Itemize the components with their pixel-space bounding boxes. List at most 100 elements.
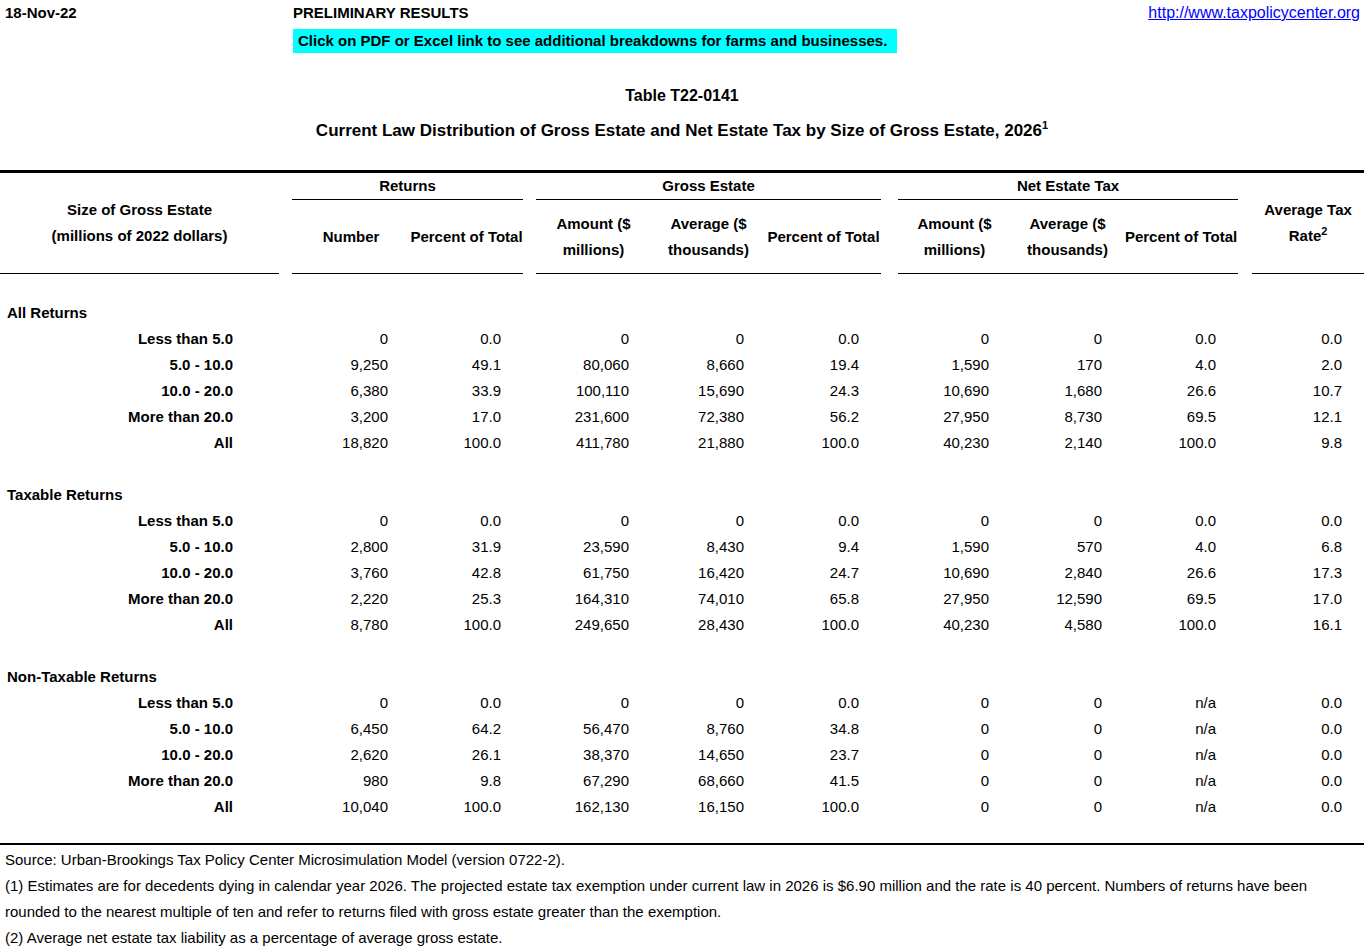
value-cell: 1,590: [898, 352, 1011, 378]
value-cell: 231,600: [536, 404, 651, 430]
column-gap: [1238, 534, 1252, 560]
value-cell: 0.0: [1252, 690, 1364, 716]
value-cell: 0: [536, 508, 651, 534]
column-gap: [279, 560, 292, 586]
column-gap: [1238, 612, 1252, 638]
section-label: Non-Taxable Returns: [0, 664, 1364, 690]
table-row: 5.0 - 10.09,25049.180,0608,66019.41,5901…: [0, 352, 1364, 378]
value-cell: 74,010: [651, 586, 766, 612]
column-gap: [279, 378, 292, 404]
row-stub: More than 20.0: [0, 768, 279, 794]
table-row: All10,040100.0162,13016,150100.000n/a0.0: [0, 794, 1364, 820]
column-gap: [881, 404, 898, 430]
value-cell: 34.8: [766, 716, 881, 742]
value-cell: 4.0: [1124, 534, 1238, 560]
value-cell: 40,230: [898, 612, 1011, 638]
value-cell: 100.0: [410, 430, 523, 456]
value-cell: 0.0: [410, 690, 523, 716]
col-header-number: Number: [292, 200, 410, 274]
column-gap: [279, 794, 292, 820]
column-gap: [523, 508, 536, 534]
table-number-title: Table T22-0141: [0, 86, 1364, 105]
value-cell: 69.5: [1124, 586, 1238, 612]
column-gap: [523, 326, 536, 352]
value-cell: 2,220: [292, 586, 410, 612]
column-gap: [523, 404, 536, 430]
column-gap: [881, 508, 898, 534]
group-header-returns: Returns: [292, 173, 523, 200]
column-gap: [881, 742, 898, 768]
value-cell: 23.7: [766, 742, 881, 768]
spacer-row: [0, 274, 1364, 300]
value-cell: 16,420: [651, 560, 766, 586]
value-cell: 38,370: [536, 742, 651, 768]
column-gap: [881, 534, 898, 560]
column-gap: [279, 768, 292, 794]
value-cell: 69.5: [1124, 404, 1238, 430]
value-cell: 10,690: [898, 378, 1011, 404]
value-cell: 64.2: [410, 716, 523, 742]
row-stub: All: [0, 612, 279, 638]
group-header-row: Size of Gross Estate (millions of 2022 d…: [0, 173, 1364, 200]
table-row: Less than 5.000.0000.0000.00.0: [0, 508, 1364, 534]
table-row: All18,820100.0411,78021,880100.040,2302,…: [0, 430, 1364, 456]
row-stub: More than 20.0: [0, 586, 279, 612]
column-gap: [1238, 768, 1252, 794]
value-cell: 0.0: [1252, 326, 1364, 352]
value-cell: 0.0: [766, 690, 881, 716]
value-cell: 0.0: [1252, 716, 1364, 742]
value-cell: 9.8: [1252, 430, 1364, 456]
value-cell: 0: [536, 326, 651, 352]
spacer-row: [0, 456, 1364, 482]
column-gap: [1238, 794, 1252, 820]
website-link[interactable]: http://www.taxpolicycenter.org: [1148, 4, 1360, 22]
estate-table: Size of Gross Estate (millions of 2022 d…: [0, 173, 1364, 820]
table-row: Less than 5.000.0000.0000.00.0: [0, 326, 1364, 352]
column-gap: [1238, 508, 1252, 534]
column-gap: [1238, 404, 1252, 430]
row-stub: More than 20.0: [0, 404, 279, 430]
section-label: Taxable Returns: [0, 482, 1364, 508]
value-cell: 2,840: [1011, 560, 1124, 586]
column-gap: [279, 716, 292, 742]
column-gap: [1238, 352, 1252, 378]
value-cell: 0.0: [766, 326, 881, 352]
value-cell: 17.0: [1252, 586, 1364, 612]
value-cell: 15,690: [651, 378, 766, 404]
row-stub: 5.0 - 10.0: [0, 352, 279, 378]
value-cell: 8,780: [292, 612, 410, 638]
main-title-footnote-ref: 1: [1042, 119, 1048, 131]
row-stub: 5.0 - 10.0: [0, 716, 279, 742]
value-cell: 980: [292, 768, 410, 794]
footnote-2: (2) Average net estate tax liability as …: [5, 925, 1356, 950]
value-cell: 164,310: [536, 586, 651, 612]
value-cell: 162,130: [536, 794, 651, 820]
value-cell: 0: [292, 690, 410, 716]
column-gap: [881, 560, 898, 586]
value-cell: 100.0: [410, 794, 523, 820]
section-header-row: All Returns: [0, 300, 1364, 326]
value-cell: 100.0: [1124, 430, 1238, 456]
date-label: 18-Nov-22: [5, 4, 77, 21]
value-cell: 100.0: [410, 612, 523, 638]
spacer-row: [0, 638, 1364, 664]
value-cell: 18,820: [292, 430, 410, 456]
column-gap: [279, 326, 292, 352]
col-header-average-tax-rate: Average Tax Rate2: [1252, 173, 1364, 274]
spacer-cell: [0, 456, 1364, 482]
value-cell: 570: [1011, 534, 1124, 560]
row-stub: 10.0 - 20.0: [0, 560, 279, 586]
section-header-row: Taxable Returns: [0, 482, 1364, 508]
spacer-cell: [0, 638, 1364, 664]
value-cell: 8,760: [651, 716, 766, 742]
value-cell: 3,760: [292, 560, 410, 586]
column-gap: [881, 716, 898, 742]
column-gap: [279, 586, 292, 612]
value-cell: 4.0: [1124, 352, 1238, 378]
value-cell: 12.1: [1252, 404, 1364, 430]
value-cell: 0: [1011, 742, 1124, 768]
value-cell: 24.7: [766, 560, 881, 586]
value-cell: 411,780: [536, 430, 651, 456]
col-header-net-percent: Percent of Total: [1124, 200, 1238, 274]
value-cell: 100.0: [766, 430, 881, 456]
